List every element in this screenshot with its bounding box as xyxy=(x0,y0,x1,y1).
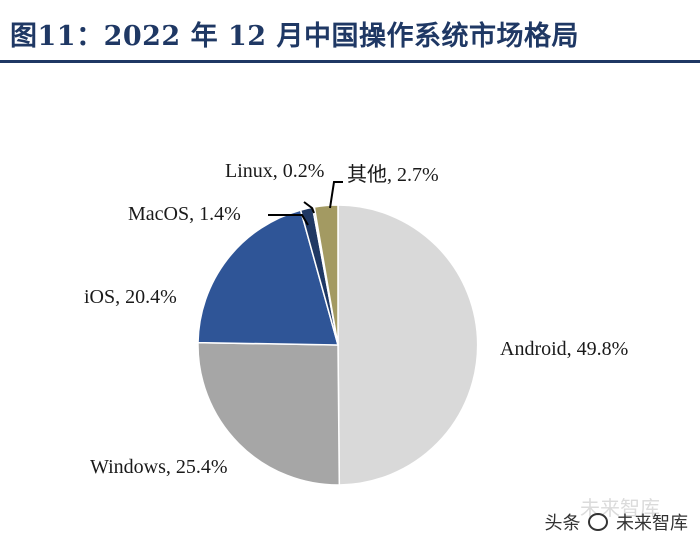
pie-slice-windows xyxy=(197,341,341,486)
watermark-text-left: 头条 xyxy=(544,513,581,534)
pie-chart: Android, 49.8% Windows, 25.4% iOS, 20.4% Ma… xyxy=(84,160,628,486)
leader-lines xyxy=(268,181,343,226)
pie-slices xyxy=(197,204,479,486)
data-label-android: Android, 49.8% xyxy=(500,338,628,360)
leader-line-macos xyxy=(268,214,309,226)
title-divider xyxy=(0,60,700,63)
data-label-windows: Windows, 25.4% xyxy=(90,456,228,478)
page-title: 图11：2022 年 12 月中国操作系统市场格局 xyxy=(10,21,579,52)
chart-area: Android, 49.8% Windows, 25.4% iOS, 20.4% Ma… xyxy=(0,63,700,543)
at-icon xyxy=(588,513,609,531)
data-label-其他: 其他, 2.7% xyxy=(347,163,439,186)
watermark-text-right: 未来智库 xyxy=(616,513,688,534)
data-label-linux: Linux, 0.2% xyxy=(225,160,324,182)
watermark: 头条 未来智库 xyxy=(545,509,688,535)
title-bar: 图11：2022 年 12 月中国操作系统市场格局 xyxy=(0,0,700,63)
leader-line-其他 xyxy=(329,181,343,209)
data-labels: Android, 49.8% Windows, 25.4% iOS, 20.4% Ma… xyxy=(84,160,628,478)
leader-line-linux xyxy=(303,201,315,214)
data-label-macos: MacOS, 1.4% xyxy=(128,203,241,225)
pie-slice-android xyxy=(337,204,479,486)
pie-slice-其他 xyxy=(313,204,339,346)
data-label-ios: iOS, 20.4% xyxy=(84,286,177,308)
